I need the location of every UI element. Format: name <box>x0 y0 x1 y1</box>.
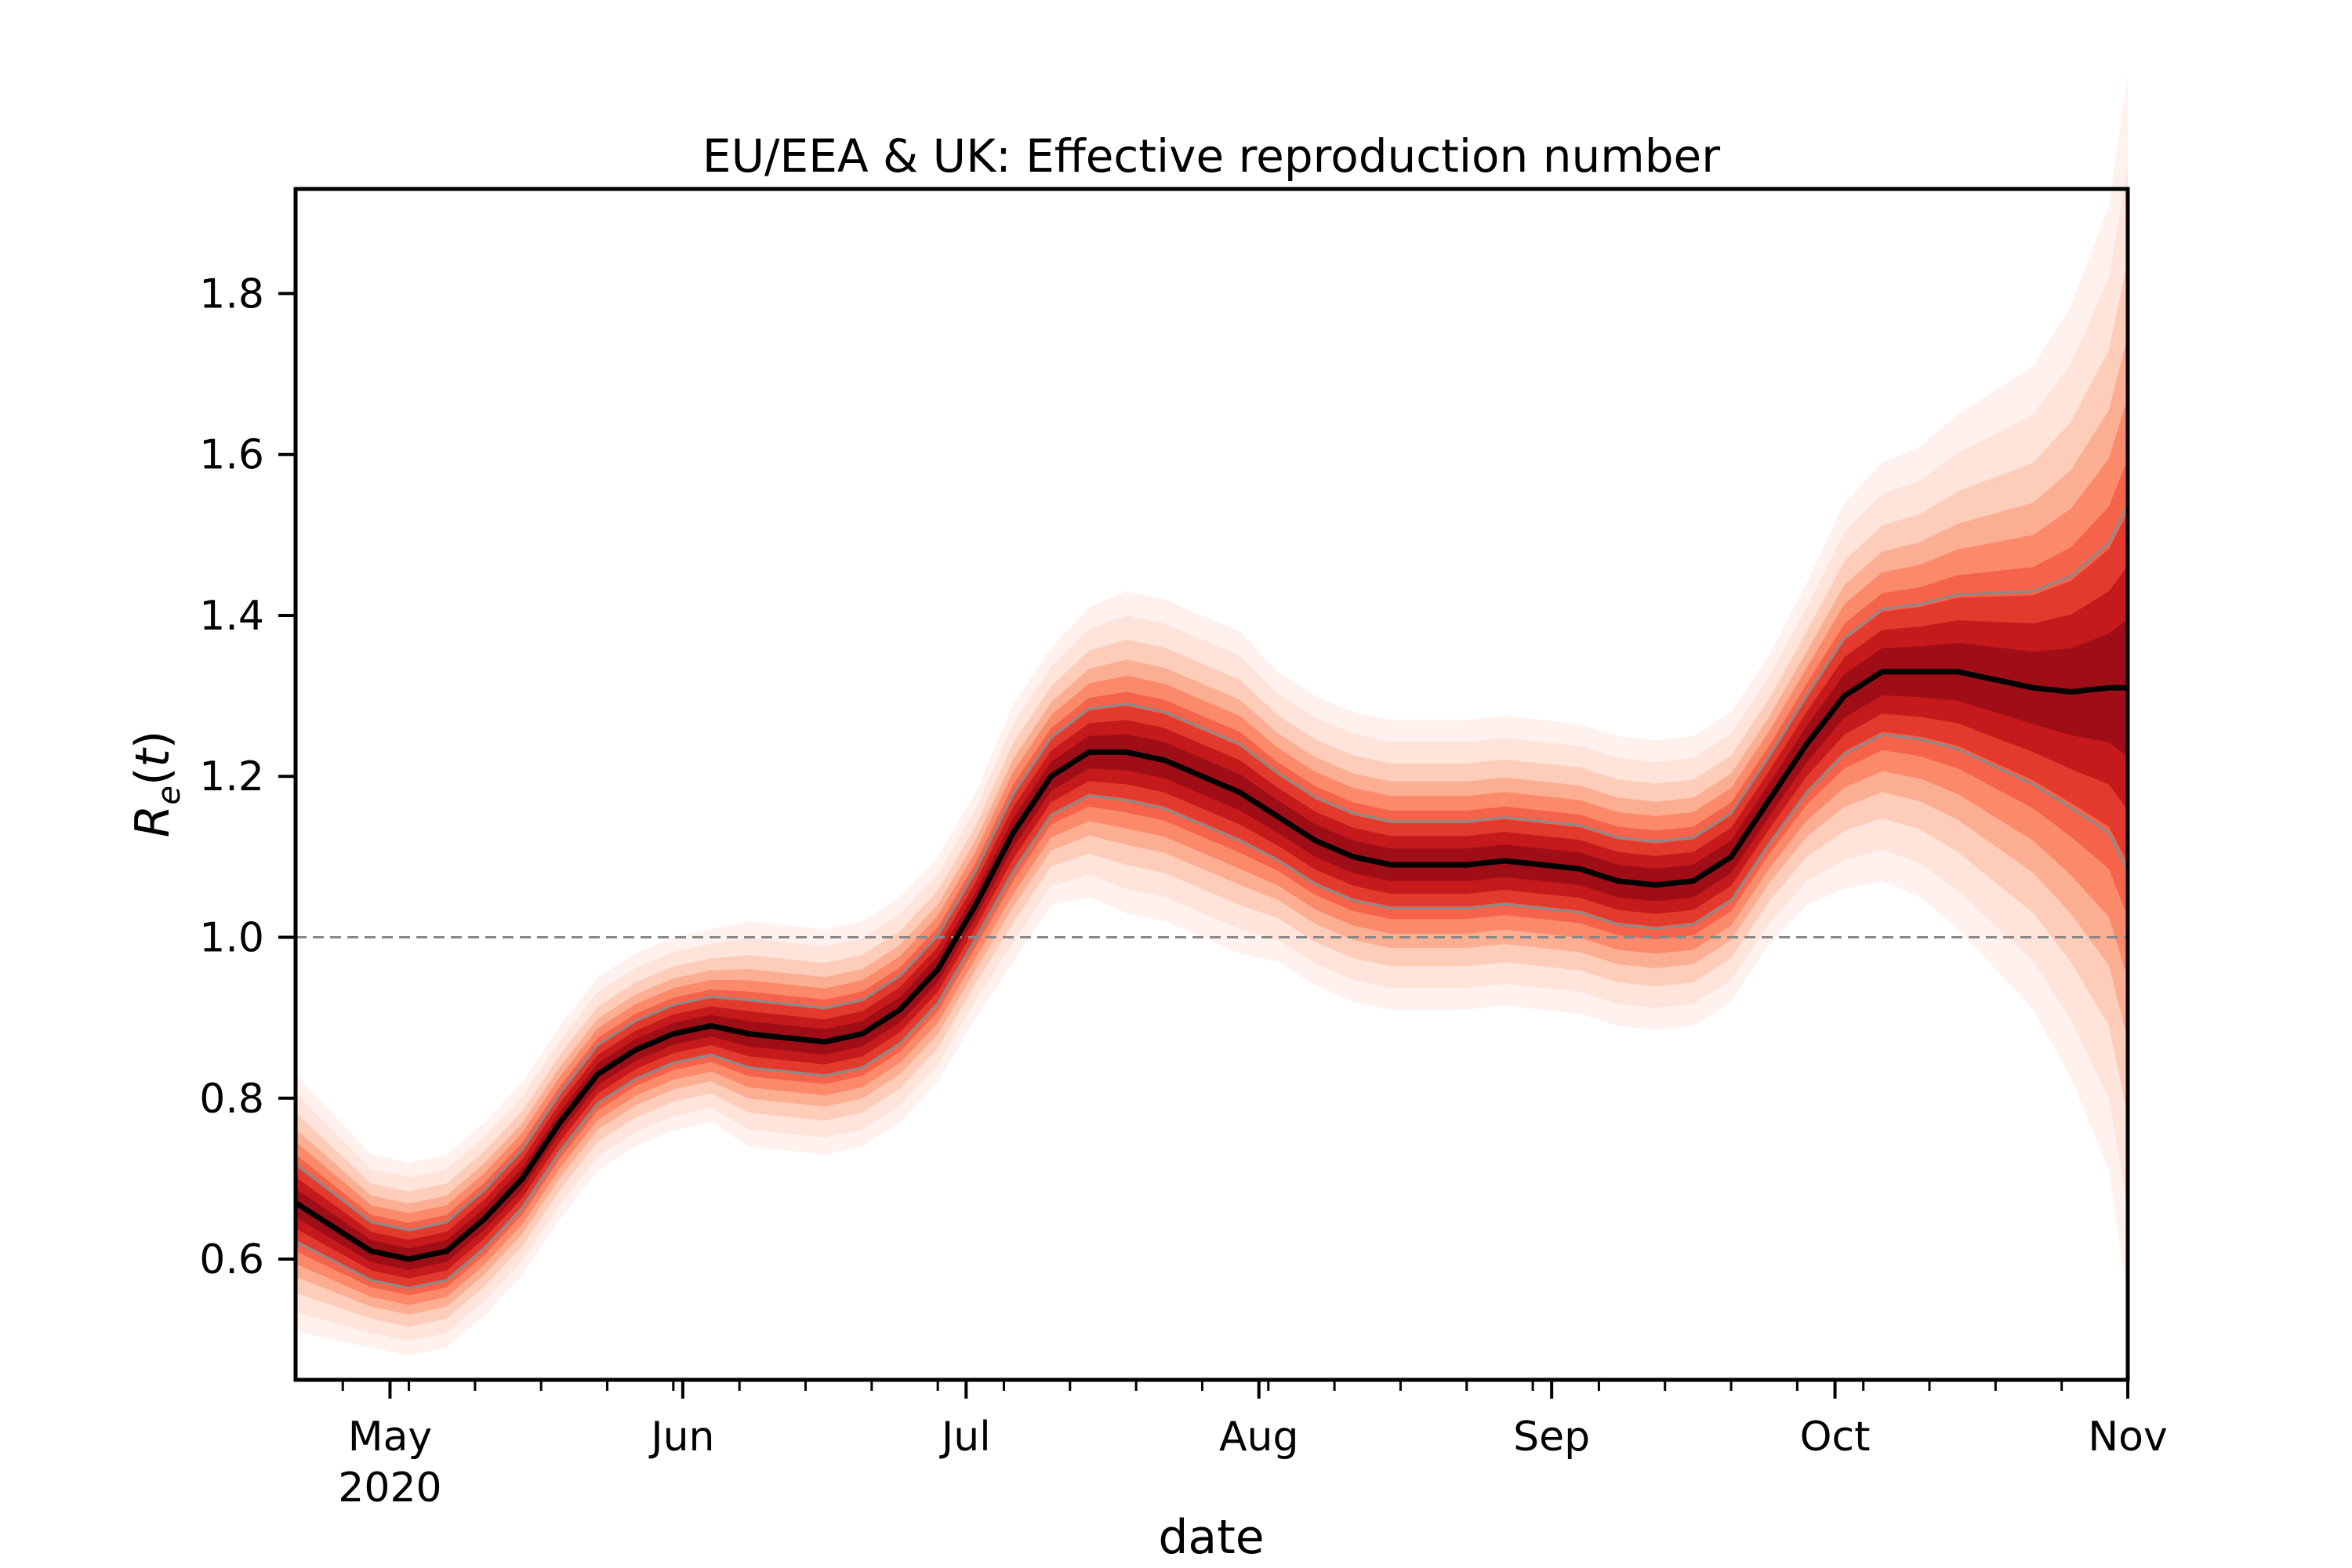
y-axis: 0.6 0.8 1.0 1.2 1.4 1.6 1.8 <box>199 270 296 1283</box>
y-tick-label: 0.8 <box>199 1076 264 1123</box>
x-tick-label: Nov <box>2088 1414 2168 1461</box>
x-tick-label: Sep <box>1513 1414 1590 1461</box>
y-tick-label: 1.4 <box>199 593 264 640</box>
plot-frame <box>293 187 2130 1382</box>
y-tick-label: 1.0 <box>199 915 264 962</box>
uncertainty-band-9 <box>296 619 2128 1270</box>
y-tick-label: 1.8 <box>199 270 264 318</box>
x-tick-label: Jun <box>648 1414 714 1461</box>
x-tick-label: Aug <box>1219 1414 1299 1461</box>
y-tick-label: 0.6 <box>199 1236 264 1283</box>
y-tick-label: 1.2 <box>199 753 264 800</box>
x-tick-label: Oct <box>1800 1414 1871 1461</box>
y-axis-title-close-paren: ) <box>125 731 180 749</box>
lower-interval-line <box>295 733 2129 1290</box>
y-axis-title-subscript: e <box>151 786 187 805</box>
y-axis-title-variable: t <box>125 747 180 768</box>
x-tick-year-label: 2020 <box>338 1465 441 1512</box>
median-line-group <box>294 669 2128 1262</box>
y-axis-title-open-paren: ( <box>125 768 180 786</box>
median-line <box>294 669 2128 1262</box>
upper-interval-line <box>295 503 2129 1232</box>
y-axis-title-main: R <box>125 805 180 838</box>
uncertainty-band-8 <box>296 565 2128 1279</box>
uncertainty-band-5 <box>296 397 2128 1305</box>
chart-title: EU/EEA & UK: Effective reproduction numb… <box>702 129 1720 183</box>
y-axis-title: Re(t) <box>125 731 187 838</box>
x-tick-label: May <box>348 1414 433 1461</box>
y-tick-label: 1.6 <box>199 432 264 479</box>
x-tick-label: Jul <box>939 1414 991 1461</box>
x-axis-title: date <box>1158 1510 1264 1565</box>
uncertainty-bands <box>295 76 2129 1356</box>
